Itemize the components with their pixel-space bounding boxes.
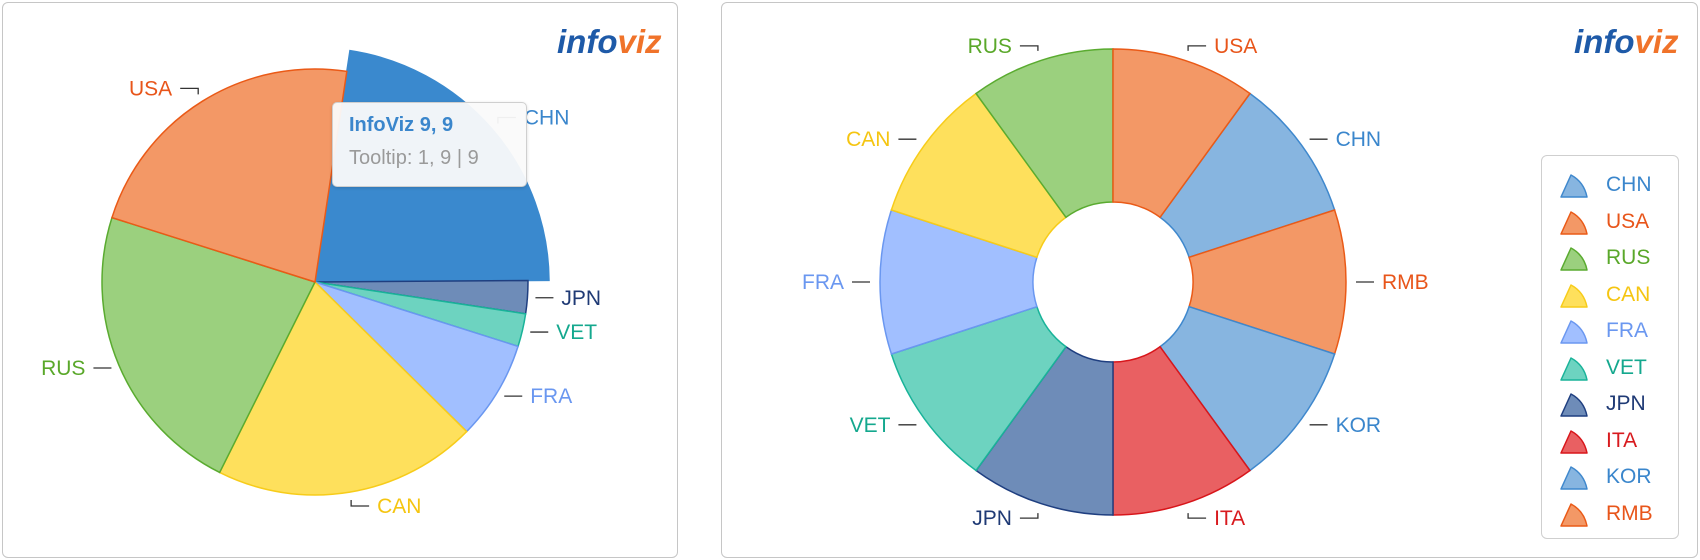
legend-item-kor[interactable]: KOR xyxy=(1556,462,1676,492)
tooltip-title: InfoViz 9, 9 xyxy=(349,114,454,136)
label-leader-can xyxy=(350,500,370,507)
legend-wedge-icon xyxy=(1560,356,1588,381)
legend-label-ita: ITA xyxy=(1606,428,1638,452)
slice-label-usa: USA xyxy=(1214,35,1257,58)
slice-label-rmb: RMB xyxy=(1382,271,1429,294)
legend-item-fra[interactable]: FRA xyxy=(1556,316,1676,346)
donut-slice-usa[interactable] xyxy=(1112,48,1252,219)
slice-label-jpn: JPN xyxy=(972,507,1012,530)
chart-tooltip: InfoViz 9, 9 Tooltip: 1, 9 | 9 xyxy=(332,102,527,187)
legend-item-ita[interactable]: ITA xyxy=(1556,426,1676,456)
legend-item-jpn[interactable]: JPN xyxy=(1556,389,1676,419)
slice-label-fra: FRA xyxy=(802,271,844,294)
legend-item-vet[interactable]: VET xyxy=(1556,353,1676,383)
logo-info-text: info xyxy=(1574,23,1635,60)
slice-label-can: CAN xyxy=(377,495,421,518)
legend-label-rmb: RMB xyxy=(1606,501,1653,525)
logo-viz-text: viz xyxy=(617,23,662,60)
slice-label-vet: VET xyxy=(556,321,597,344)
slice-label-can: CAN xyxy=(846,128,890,151)
donut-slice-jpn[interactable] xyxy=(974,345,1114,516)
pie-slice-rus[interactable] xyxy=(101,216,317,474)
legend-wedge-icon xyxy=(1560,466,1588,490)
tooltip-body: Tooltip: 1, 9 | 9 xyxy=(349,147,479,169)
legend-wedge-icon xyxy=(1560,320,1588,344)
infoviz-logo: infoviz xyxy=(1574,25,1679,58)
legend-label-can: CAN xyxy=(1606,282,1651,306)
legend-wedge-icon xyxy=(1560,174,1588,198)
legend-item-rmb[interactable]: RMB xyxy=(1556,499,1676,529)
legend-label-usa: USA xyxy=(1606,209,1650,233)
label-leader-jpn xyxy=(1019,513,1039,519)
legend-label-vet: VET xyxy=(1606,355,1647,379)
donut-slice-fra[interactable] xyxy=(879,209,1038,355)
pie-chart-panel: CHN JPN VET FRA CAN RUS USA infoviz InfoViz 9,… xyxy=(2,2,678,558)
legend-wedge-icon xyxy=(1560,210,1588,235)
slice-label-vet: VET xyxy=(850,414,891,437)
chart-legend: CHN USA RUS CAN FRA VET JPN ITA KOR RMB xyxy=(1541,155,1679,539)
legend-wedge-icon xyxy=(1560,247,1588,271)
slice-label-chn: CHN xyxy=(1336,128,1382,151)
slice-label-chn: CHN xyxy=(524,107,570,130)
legend-label-fra: FRA xyxy=(1606,319,1648,342)
slice-label-rus: RUS xyxy=(968,35,1012,58)
donut-chart: CHN RMB KOR ITA JPN VET FRA CAN RUS USA xyxy=(802,35,1429,530)
pie-slice-usa[interactable] xyxy=(111,68,348,283)
legend-wedge-icon xyxy=(1560,393,1588,417)
legend-item-chn[interactable]: CHN xyxy=(1556,170,1676,200)
label-leader-usa xyxy=(180,87,199,95)
legend-label-jpn: JPN xyxy=(1606,392,1646,415)
legend-item-rus[interactable]: RUS xyxy=(1556,243,1676,273)
pie-chart: CHN JPN VET FRA CAN RUS USA xyxy=(41,49,601,518)
label-leader-rus xyxy=(1019,45,1039,51)
donut-slice-can[interactable] xyxy=(890,92,1068,259)
pie-slice-fra[interactable] xyxy=(314,281,519,433)
donut-slice-vet[interactable] xyxy=(890,305,1068,472)
donut-slice-chn[interactable] xyxy=(1158,92,1336,259)
legend-item-can[interactable]: CAN xyxy=(1556,280,1676,310)
slice-label-usa: USA xyxy=(129,77,172,100)
legend-wedge-icon xyxy=(1560,429,1588,454)
pie-slice-can[interactable] xyxy=(218,280,468,496)
infoviz-logo: infoviz xyxy=(557,25,662,58)
legend-item-usa[interactable]: USA xyxy=(1556,207,1676,237)
legend-wedge-icon xyxy=(1560,502,1588,527)
slice-label-rus: RUS xyxy=(41,357,85,380)
donut-chart-panel: CHN RMB KOR ITA JPN VET FRA CAN RUS USA infoviz C… xyxy=(721,2,1698,558)
label-leader-usa xyxy=(1187,45,1207,51)
legend-label-chn: CHN xyxy=(1606,173,1652,196)
logo-viz-text: viz xyxy=(1634,23,1679,60)
slice-label-kor: KOR xyxy=(1336,414,1382,437)
legend-label-kor: KOR xyxy=(1606,465,1652,488)
donut-slice-ita[interactable] xyxy=(1112,345,1252,516)
label-leader-ita xyxy=(1187,513,1207,519)
donut-slice-rmb[interactable] xyxy=(1188,209,1347,355)
logo-info-text: info xyxy=(557,23,618,60)
slice-label-jpn: JPN xyxy=(561,287,601,310)
slice-label-fra: FRA xyxy=(530,385,572,408)
slice-label-ita: ITA xyxy=(1214,507,1245,530)
donut-slice-kor[interactable] xyxy=(1158,305,1336,472)
donut-slice-rus[interactable] xyxy=(974,48,1114,219)
legend-wedge-icon xyxy=(1560,283,1588,308)
legend-label-rus: RUS xyxy=(1606,246,1651,269)
